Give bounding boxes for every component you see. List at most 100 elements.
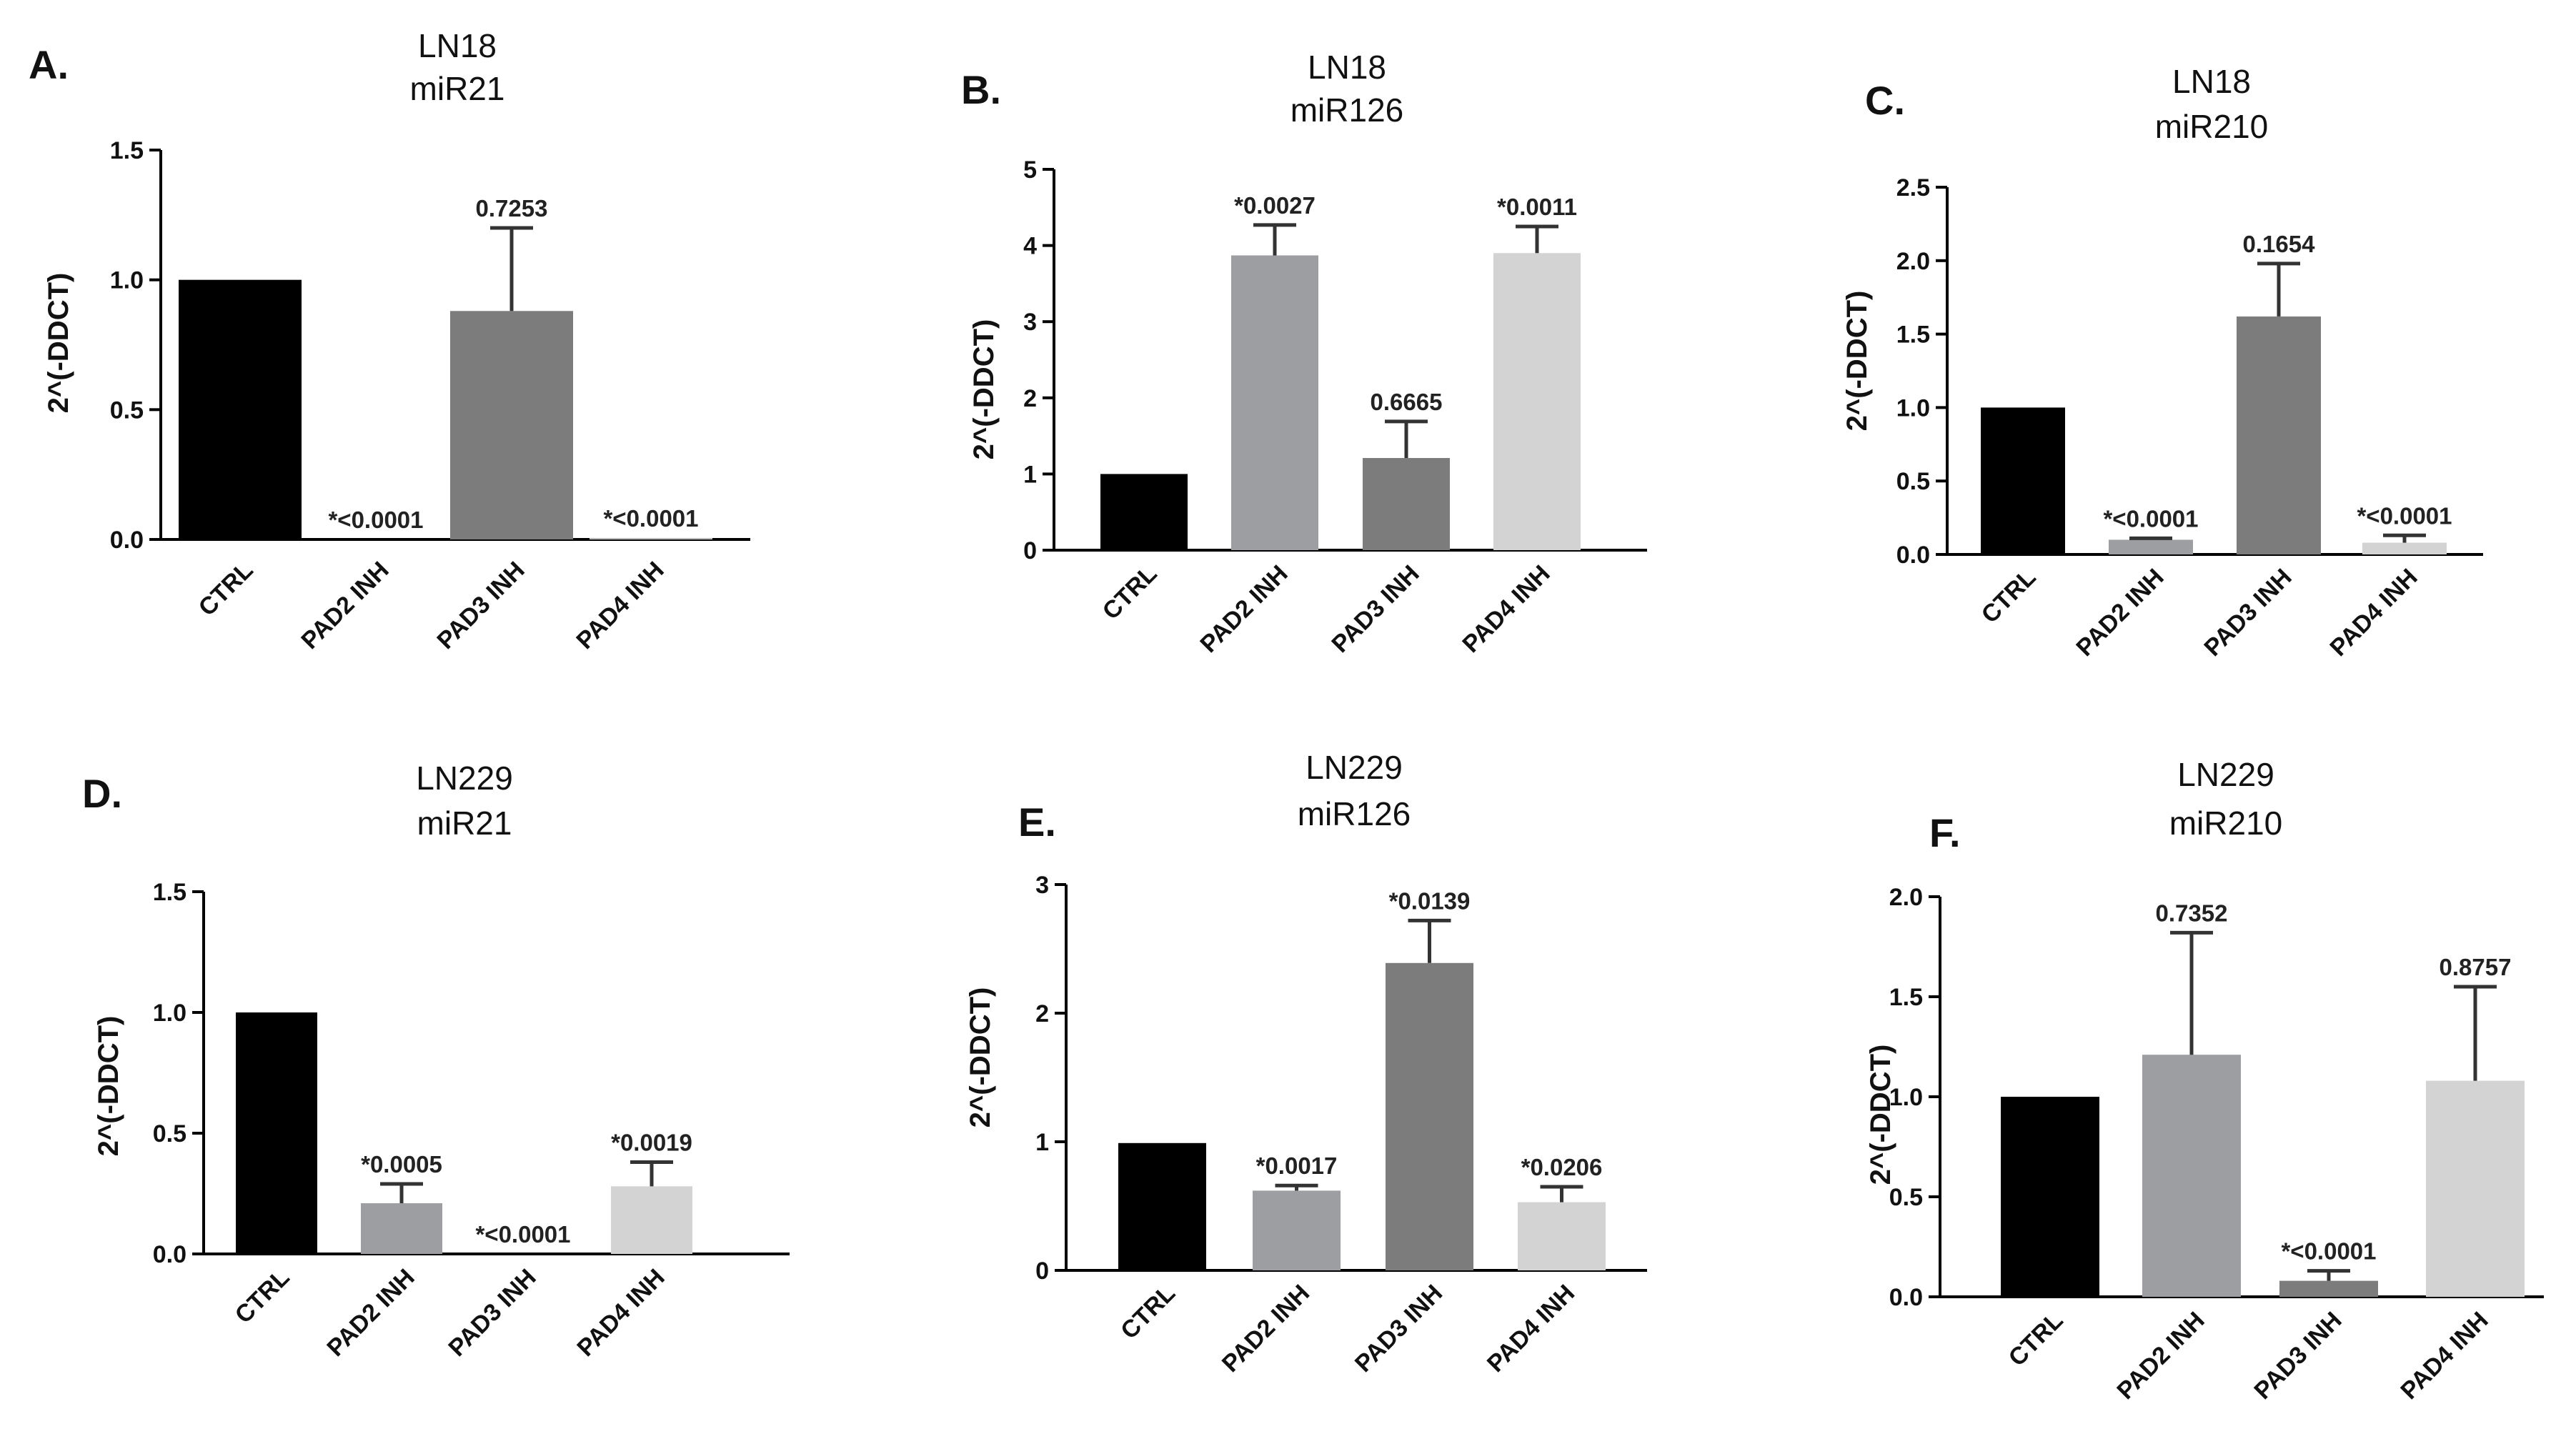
x-tick-label: PAD3 INH bbox=[1350, 1280, 1448, 1378]
chart-subtitle: miR126 bbox=[1298, 795, 1411, 832]
x-tick-label: CTRL bbox=[230, 1264, 295, 1329]
chart-panel-c: C. LN18 miR210 2^(-DDCT) 0.0 0.5 1.0 1.5 2.0 2.5 C… bbox=[1841, 63, 2483, 662]
y-tick-label: 0 bbox=[1035, 1258, 1049, 1285]
chart-subtitle: miR210 bbox=[2169, 805, 2283, 842]
chart-subtitle: miR210 bbox=[2155, 108, 2269, 145]
significance-label: 0.1654 bbox=[2243, 231, 2316, 257]
bar bbox=[2237, 316, 2321, 554]
y-tick-label: 1.0 bbox=[110, 267, 144, 294]
chart-subtitle: miR126 bbox=[1291, 91, 1404, 129]
y-tick-label: 2 bbox=[1035, 1000, 1049, 1027]
bar bbox=[2109, 539, 2193, 554]
y-tick-label: 1 bbox=[1035, 1129, 1049, 1156]
y-tick-label: 4 bbox=[1023, 233, 1037, 260]
bar bbox=[1118, 1142, 1206, 1270]
bar bbox=[1981, 407, 2065, 554]
x-tick-label: PAD4 INH bbox=[1457, 560, 1555, 658]
significance-label: *<0.0001 bbox=[475, 1221, 570, 1248]
y-tick-label: 3 bbox=[1035, 872, 1049, 899]
y-tick-label: 1.0 bbox=[1896, 394, 1930, 422]
bar bbox=[2362, 542, 2447, 554]
significance-label: *0.0011 bbox=[1497, 194, 1577, 220]
bar bbox=[2142, 1055, 2241, 1297]
panel-letter: C. bbox=[1865, 78, 1905, 123]
significance-label: *<0.0001 bbox=[2281, 1238, 2376, 1265]
chart-title: LN18 bbox=[418, 27, 497, 64]
y-axis-label: 2^(-DDCT) bbox=[43, 273, 74, 414]
x-tick-label: PAD4 INH bbox=[1482, 1280, 1580, 1378]
x-tick-label: PAD4 INH bbox=[2395, 1307, 2493, 1405]
y-tick-label: 0.5 bbox=[1896, 468, 1930, 495]
bar bbox=[1363, 458, 1450, 550]
x-tick-label: PAD4 INH bbox=[2324, 564, 2422, 662]
bar bbox=[590, 538, 712, 539]
x-tick-label: PAD2 INH bbox=[1195, 560, 1293, 658]
x-tick-label: CTRL bbox=[2004, 1307, 2069, 1372]
y-tick-label: 3 bbox=[1023, 309, 1037, 336]
chart-title: LN229 bbox=[416, 760, 513, 797]
significance-label: 0.7352 bbox=[2156, 900, 2228, 926]
x-tick-label: CTRL bbox=[1976, 564, 2042, 629]
bar bbox=[2279, 1280, 2378, 1297]
bar bbox=[1518, 1202, 1606, 1270]
bar bbox=[236, 1012, 317, 1254]
y-tick-label: 0.5 bbox=[110, 397, 144, 424]
y-tick-label: 2 bbox=[1023, 385, 1037, 412]
bar bbox=[2426, 1080, 2525, 1297]
panel-letter: F. bbox=[1929, 810, 1961, 855]
x-tick-label: PAD3 INH bbox=[432, 557, 529, 654]
chart-panel-a: A. LN18 miR21 2^(-DDCT) 0.0 0.5 1.0 1.5 CTRL *<0.… bbox=[29, 27, 750, 654]
y-tick-label: 1.5 bbox=[153, 879, 187, 906]
x-tick-label: PAD4 INH bbox=[572, 1264, 670, 1362]
chart-panel-b: B. LN18 miR126 2^(-DDCT) 0 1 2 3 4 5 CTRL *0.0027 PA… bbox=[961, 49, 1647, 658]
x-tick-label: PAD2 INH bbox=[2112, 1307, 2209, 1405]
bar bbox=[1100, 474, 1188, 550]
bar bbox=[1386, 962, 1473, 1270]
significance-label: *0.0019 bbox=[611, 1130, 692, 1156]
y-tick-label: 5 bbox=[1023, 156, 1037, 184]
significance-label: *0.0005 bbox=[361, 1151, 442, 1177]
chart-panel-f: F. LN229 miR210 2^(-DDCT) 0.0 0.5 1.0 1.5 2.0 CTR… bbox=[1865, 756, 2544, 1405]
chart-subtitle: miR21 bbox=[410, 70, 505, 107]
significance-label: 0.8757 bbox=[2440, 954, 2512, 980]
significance-label: *<0.0001 bbox=[2357, 502, 2452, 529]
significance-label: *<0.0001 bbox=[328, 507, 423, 533]
y-tick-label: 0.5 bbox=[1889, 1184, 1923, 1211]
y-tick-label: 0.0 bbox=[153, 1241, 187, 1268]
y-axis-label: 2^(-DDCT) bbox=[965, 987, 996, 1128]
chart-panel-e: E. LN229 miR126 2^(-DDCT) 0 1 2 3 CTRL *0.0017 PAD… bbox=[965, 749, 1647, 1378]
bar bbox=[611, 1186, 692, 1254]
y-tick-label: 1.0 bbox=[1889, 1084, 1923, 1111]
x-tick-label: PAD3 INH bbox=[1326, 560, 1424, 658]
x-tick-label: PAD2 INH bbox=[296, 557, 394, 654]
y-tick-label: 2.0 bbox=[1896, 248, 1930, 275]
significance-label: *0.0206 bbox=[1521, 1154, 1603, 1180]
bar bbox=[361, 1203, 442, 1254]
x-tick-label: CTRL bbox=[194, 557, 259, 622]
chart-subtitle: miR21 bbox=[417, 805, 512, 842]
significance-label: *0.0017 bbox=[1256, 1152, 1338, 1179]
significance-label: *<0.0001 bbox=[2103, 505, 2198, 532]
chart-title: LN18 bbox=[2172, 63, 2251, 100]
y-tick-label: 0.0 bbox=[1889, 1284, 1923, 1311]
chart-panel-d: D. LN229 miR21 2^(-DDCT) 0.0 0.5 1.0 1.5 CTRL *0.… bbox=[82, 760, 790, 1362]
bar bbox=[1231, 255, 1318, 550]
x-tick-label: PAD3 INH bbox=[2249, 1307, 2347, 1405]
bar bbox=[1493, 253, 1581, 550]
significance-label: *0.0027 bbox=[1234, 192, 1316, 219]
bar bbox=[1253, 1190, 1341, 1270]
bar bbox=[2001, 1097, 2099, 1297]
x-tick-label: PAD3 INH bbox=[443, 1264, 541, 1362]
significance-label: *<0.0001 bbox=[603, 505, 698, 532]
panel-letter: A. bbox=[29, 42, 69, 87]
y-axis-label: 2^(-DDCT) bbox=[968, 319, 1000, 460]
x-tick-label: PAD2 INH bbox=[2071, 564, 2169, 662]
y-tick-label: 2.5 bbox=[1896, 174, 1930, 201]
significance-label: 0.7253 bbox=[476, 195, 548, 221]
chart-title: LN229 bbox=[1306, 749, 1403, 786]
y-tick-label: 0.0 bbox=[110, 527, 144, 554]
y-tick-label: 0 bbox=[1023, 537, 1037, 564]
y-axis-label: 2^(-DDCT) bbox=[1841, 291, 1873, 432]
significance-label: *0.0139 bbox=[1389, 887, 1471, 914]
